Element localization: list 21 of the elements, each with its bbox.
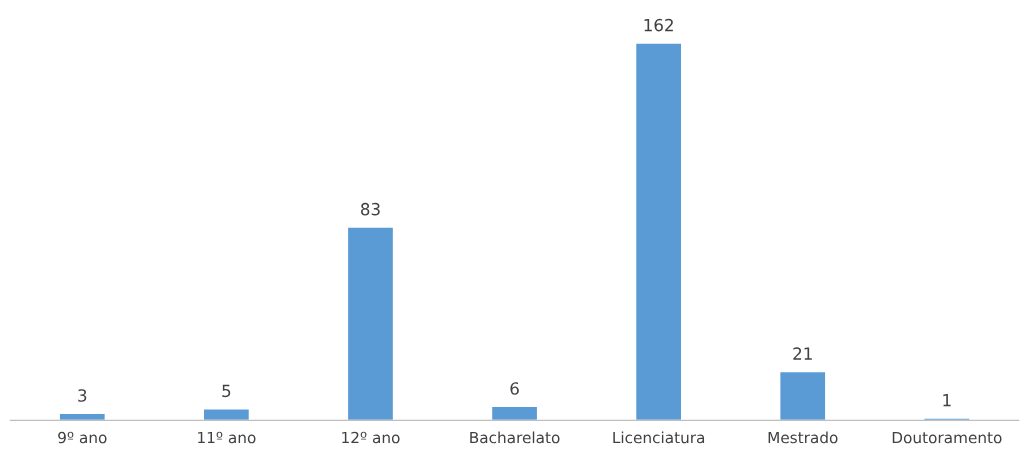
bar [346, 226, 395, 421]
x-tick-label: 12º ano [342, 431, 400, 444]
bar [634, 42, 683, 421]
x-tick-label: Licenciatura [613, 431, 705, 444]
x-tick-label: Doutoramento [892, 431, 1002, 444]
data-label: 5 [222, 384, 231, 398]
x-tick-label: 9º ano [58, 431, 107, 444]
data-label: 3 [78, 389, 87, 402]
bar [778, 370, 827, 421]
x-tick-label: 11º ano [198, 431, 256, 444]
x-tick-label: Mestrado [768, 431, 838, 444]
data-label: 21 [793, 347, 812, 360]
bar [58, 412, 107, 421]
bar [202, 408, 251, 421]
data-label: 162 [644, 18, 673, 32]
bar [490, 405, 539, 421]
data-label: 1 [943, 394, 951, 407]
x-tick-label: Bacharelato [470, 431, 560, 444]
data-label: 83 [360, 202, 380, 216]
data-label: 6 [510, 382, 519, 395]
bar [923, 417, 971, 421]
